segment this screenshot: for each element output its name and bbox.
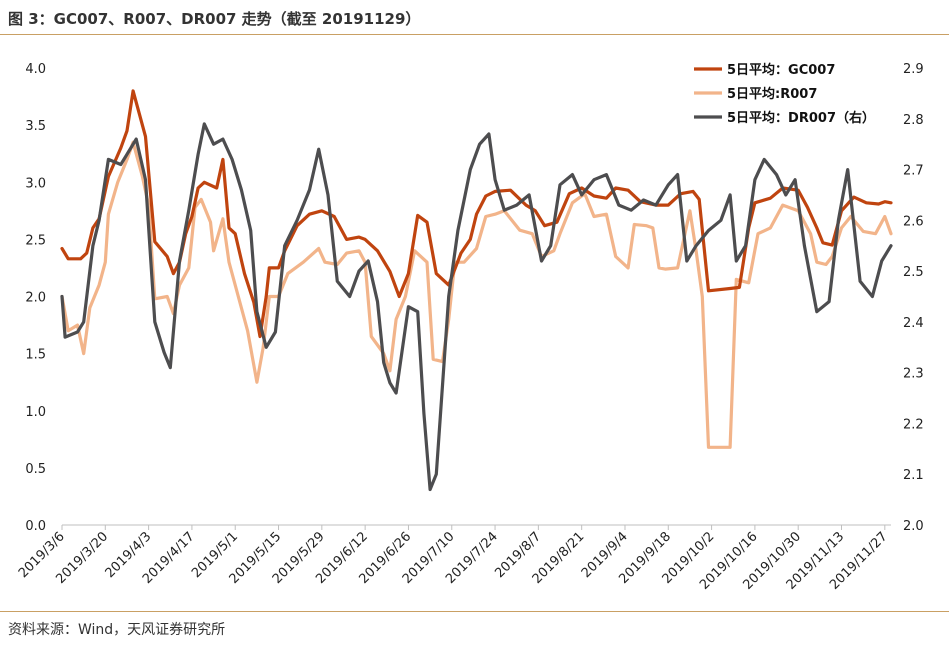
series-line-2 (60, 122, 893, 492)
legend-label-0: 5日平均：GC007 (727, 62, 835, 78)
legend-label-1: 5日平均:R007 (727, 86, 817, 102)
top-divider (0, 34, 949, 35)
y-left-tick-label: 1.5 (25, 348, 46, 363)
source-note: 资料来源：Wind，天风证券研究所 (8, 622, 226, 638)
axes: 2019/3/62019/3/202019/4/32019/4/172019/5… (16, 62, 924, 593)
line-chart: 2019/3/62019/3/202019/4/32019/4/172019/5… (16, 62, 924, 593)
y-right-tick-label: 2.9 (903, 62, 924, 77)
series-line-0 (60, 89, 893, 339)
y-left-tick-label: 0.0 (25, 519, 46, 534)
series-layer (60, 89, 893, 492)
y-left-tick-label: 2.0 (25, 291, 46, 306)
y-left-tick-label: 4.0 (25, 62, 46, 77)
y-left-tick-label: 1.0 (25, 405, 46, 420)
y-left-tick-label: 2.5 (25, 233, 46, 248)
y-right-tick-label: 2.3 (903, 367, 924, 382)
y-right-tick-label: 2.4 (903, 316, 924, 331)
legend-label-2: 5日平均：DR007（右） (727, 110, 875, 126)
series-line-1 (60, 140, 893, 449)
y-right-tick-label: 2.5 (903, 265, 924, 280)
legend: 5日平均：GC007 5日平均:R007 5日平均：DR007（右） (694, 62, 875, 126)
y-right-tick-label: 2.7 (903, 164, 924, 179)
y-right-tick-label: 2.1 (903, 468, 924, 483)
y-right-tick-label: 2.8 (903, 113, 924, 128)
bottom-divider (0, 611, 949, 612)
y-right-tick-label: 2.2 (903, 417, 924, 432)
y-right-tick-label: 2.6 (903, 214, 924, 229)
y-left-tick-label: 3.5 (25, 119, 46, 134)
y-right-tick-label: 2.0 (903, 519, 924, 534)
y-left-tick-label: 3.0 (25, 176, 46, 191)
y-left-tick-label: 0.5 (25, 462, 46, 477)
chart-title: 图 3：GC007、R007、DR007 走势（截至 20191129） (8, 10, 421, 28)
